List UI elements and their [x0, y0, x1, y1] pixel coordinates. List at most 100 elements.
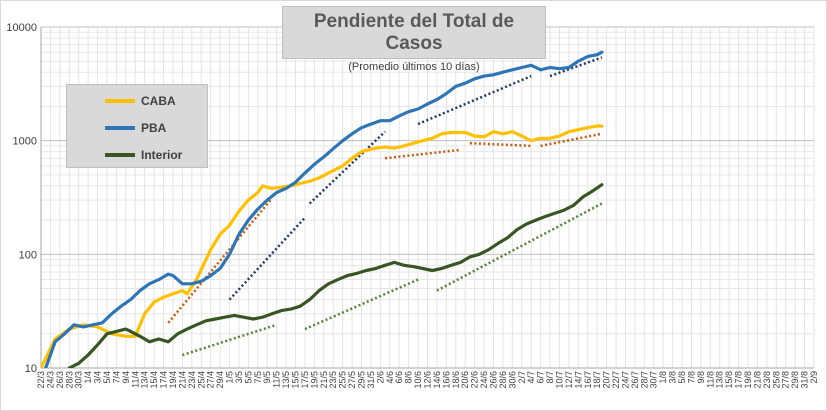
- x-tick-label: 6/6: [394, 371, 404, 384]
- x-tick-label: 30/3: [74, 371, 84, 389]
- x-tick-label: 22/3: [36, 371, 46, 389]
- x-tick-label: 25/4: [196, 371, 206, 389]
- legend-swatch-pba: [105, 126, 135, 130]
- x-tick-label: 29/4: [215, 371, 225, 389]
- x-tick-label: 13/4: [140, 371, 150, 389]
- x-tick-label: 24/7: [620, 371, 630, 389]
- x-tick-label: 23/5: [328, 371, 338, 389]
- x-tick-label: 10/7: [554, 371, 564, 389]
- trendline-interior: [182, 323, 278, 357]
- x-tick-label: 21/4: [177, 371, 187, 389]
- x-tick-label: 3/5: [234, 371, 244, 384]
- x-tick-label: 27/4: [206, 371, 216, 389]
- y-tick-label: 10000: [6, 22, 37, 34]
- x-tick-label: 9/5: [262, 371, 272, 384]
- x-tick-label: 12/7: [564, 371, 574, 389]
- y-tick-label: 100: [19, 249, 37, 261]
- x-tick-label: 22/6: [470, 371, 480, 389]
- x-tick-label: 24/6: [479, 371, 489, 389]
- x-tick-label: 12/6: [423, 371, 433, 389]
- legend: CABA PBA Interior: [66, 84, 208, 168]
- y-tick-label: 10: [25, 363, 37, 375]
- x-tick-label: 27/5: [347, 371, 357, 389]
- x-tick-label: 20/7: [602, 371, 612, 389]
- x-tick-label: 28/6: [498, 371, 508, 389]
- x-tick-label: 30/7: [649, 371, 659, 389]
- x-tick-label: 9/8: [696, 371, 706, 384]
- y-tick-label: 1000: [13, 136, 37, 148]
- trendline-caba: [469, 141, 532, 148]
- x-tick-label: 15/8: [724, 371, 734, 389]
- x-tick-label: 18/6: [451, 371, 461, 389]
- trendline-pba: [549, 56, 603, 78]
- x-tick-label: 16/7: [583, 371, 593, 389]
- x-tick-label: 23/8: [762, 371, 772, 389]
- x-tick-label: 23/4: [187, 371, 197, 389]
- x-tick-label: 29/5: [357, 371, 367, 389]
- x-tick-label: 26/3: [55, 371, 65, 389]
- x-tick-label: 21/5: [319, 371, 329, 389]
- title-box: Pendiente del Total de Casos (Promedio ú…: [282, 6, 546, 73]
- x-tick-label: 21/8: [752, 371, 762, 389]
- x-tick-label: 27/8: [781, 371, 791, 389]
- legend-item-caba: CABA: [105, 93, 176, 109]
- x-tick-label: 17/5: [300, 371, 310, 389]
- x-tick-label: 11/8: [705, 371, 715, 388]
- x-tick-label: 2/6: [375, 371, 385, 384]
- series-line-pba: [44, 50, 604, 368]
- x-tick-label: 7/8: [686, 371, 696, 384]
- x-tick-label: 5/8: [677, 371, 687, 384]
- x-tick-label: 15/4: [149, 371, 159, 389]
- x-tick-label: 22/7: [611, 371, 621, 389]
- x-tick-label: 2/7: [517, 371, 527, 384]
- legend-item-pba: PBA: [105, 120, 166, 136]
- x-tick-label: 18/7: [592, 371, 602, 389]
- x-tick-label: 19/8: [743, 371, 753, 389]
- legend-swatch-interior: [105, 153, 135, 157]
- series-line-interior: [67, 183, 604, 368]
- x-tick-label: 16/6: [441, 371, 451, 389]
- x-tick-label: 17/4: [159, 371, 169, 389]
- x-tick-label: 4/7: [526, 371, 536, 384]
- trendline-pba: [308, 130, 386, 205]
- legend-label-interior: Interior: [141, 148, 183, 162]
- x-tick-label: 7/5: [253, 371, 263, 384]
- legend-item-interior: Interior: [105, 147, 182, 163]
- x-tick-label: 29/8: [790, 371, 800, 389]
- x-tick-label: 17/8: [734, 371, 744, 389]
- trendline-pba: [228, 216, 306, 301]
- x-tick-label: 25/5: [338, 371, 348, 389]
- x-tick-label: 13/5: [281, 371, 291, 389]
- trendline-caba: [540, 132, 603, 148]
- x-tick-label: 28/3: [64, 371, 74, 389]
- x-tick-label: 11/4: [130, 371, 140, 388]
- series-line-caba: [41, 124, 604, 368]
- legend-swatch-caba: [105, 99, 135, 103]
- x-tick-label: 19/5: [309, 371, 319, 389]
- x-tick-label: 10/6: [413, 371, 423, 389]
- x-tick-label: 26/6: [488, 371, 498, 389]
- x-tick-label: 1/4: [83, 371, 93, 384]
- x-tick-label: 19/4: [168, 371, 178, 389]
- x-tick-label: 31/5: [366, 371, 376, 389]
- x-tick-label: 5/5: [243, 371, 253, 384]
- x-tick-label: 25/8: [771, 371, 781, 389]
- x-tick-label: 14/6: [432, 371, 442, 389]
- x-tick-label: 2/9: [809, 371, 819, 384]
- x-tick-label: 9/4: [121, 371, 131, 384]
- legend-label-caba: CABA: [141, 94, 176, 108]
- trendline-caba: [384, 148, 461, 160]
- x-tick-label: 28/7: [639, 371, 649, 389]
- x-tick-label: 13/8: [715, 371, 725, 389]
- x-tick-label: 31/8: [800, 371, 810, 389]
- x-tick-label: 1/5: [225, 371, 235, 384]
- x-tick-label: 5/4: [102, 371, 112, 384]
- x-tick-label: 7/4: [111, 371, 121, 384]
- x-tick-label: 8/6: [404, 371, 414, 384]
- x-tick-label: 3/8: [668, 371, 678, 384]
- x-tick-label: 6/7: [536, 371, 546, 384]
- x-tick-label: 4/6: [385, 371, 395, 384]
- x-tick-label: 20/6: [460, 371, 470, 389]
- x-tick-label: 14/7: [573, 371, 583, 389]
